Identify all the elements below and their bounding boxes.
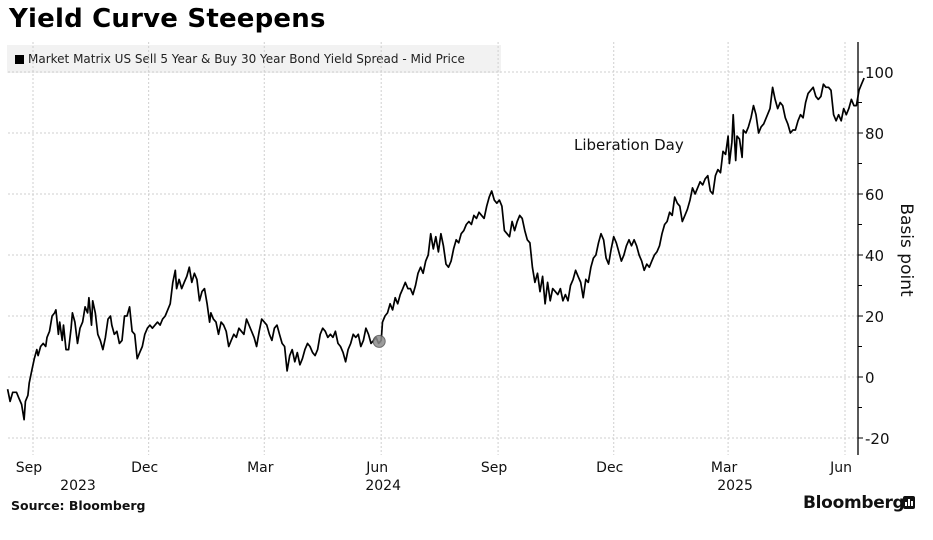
x-tick-label: Sep <box>16 460 43 476</box>
y-tick-label: 0 <box>865 369 875 387</box>
highlight-marker <box>372 334 386 348</box>
x-tick-label: Dec <box>131 460 158 476</box>
chart-title: Yield Curve Steepens <box>9 4 326 34</box>
x-year-label: 2024 <box>365 478 401 494</box>
y-tick-label: 60 <box>865 186 884 204</box>
y-tick-label: -20 <box>865 430 890 448</box>
annotation-liberation-day: Liberation Day <box>574 136 684 154</box>
x-axis: Sep 2023 Dec Mar Jun 2024 Sep Dec Mar 2025 Jun <box>16 460 852 494</box>
x-tick-label: Dec <box>596 460 623 476</box>
legend-square-icon <box>15 54 24 64</box>
y-tick-label: 100 <box>865 64 894 82</box>
x-year-label: 2023 <box>60 478 96 494</box>
x-tick-label: Jun <box>829 460 852 476</box>
x-year-label: 2025 <box>717 478 753 494</box>
x-tick-label: Sep <box>481 460 508 476</box>
y-tick-label: 80 <box>865 125 884 143</box>
y-tick-label: 20 <box>865 308 884 326</box>
x-tick-label: Mar <box>711 460 738 476</box>
plot-area <box>6 77 865 421</box>
gridlines <box>8 42 858 455</box>
y-axis: -20 0 20 40 60 80 100 Basis point <box>857 42 916 455</box>
legend: Market Matrix US Sell 5 Year & Buy 30 Ye… <box>7 45 501 73</box>
brand-logo-text: Bloomberg <box>803 493 905 513</box>
legend-label: Market Matrix US Sell 5 Year & Buy 30 Ye… <box>28 52 465 66</box>
annotations: Liberation Day <box>574 136 684 154</box>
x-tick-label: Mar <box>247 460 274 476</box>
source-note: Source: Bloomberg <box>11 498 146 513</box>
y-tick-label: 40 <box>865 247 884 265</box>
series-line <box>6 77 865 421</box>
bloomberg-chart-icon <box>903 496 915 509</box>
x-tick-label: Jun <box>365 460 388 476</box>
y-axis-label: Basis point <box>896 203 916 297</box>
